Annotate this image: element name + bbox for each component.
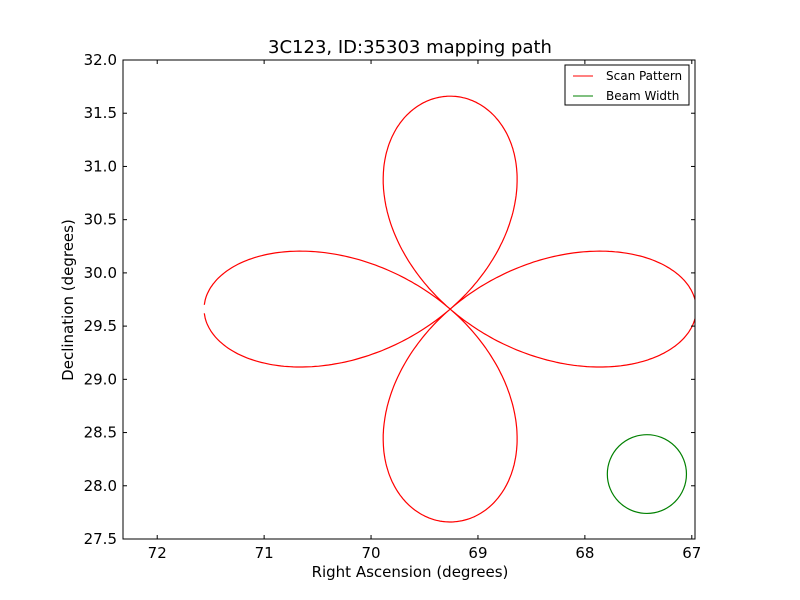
legend-box (564, 64, 690, 106)
x-tick-label: 68 (575, 544, 594, 562)
y-tick-label: 29.5 (84, 317, 117, 335)
y-tick-label: 28.0 (84, 477, 117, 495)
y-tick-label: 29.0 (84, 370, 117, 388)
y-axis-label: Declination (degrees) (59, 219, 77, 381)
x-tick-label: 71 (255, 544, 274, 562)
y-tick-label: 32.0 (84, 51, 117, 69)
legend: Scan Pattern Beam Width (564, 64, 690, 106)
x-tick-label: 67 (682, 544, 701, 562)
x-tick-label: 72 (148, 544, 167, 562)
beam-width-circle (606, 434, 688, 515)
x-axis-label: Right Ascension (degrees) (312, 563, 509, 581)
y-tick-label: 28.5 (84, 424, 117, 442)
y-tick-label: 30.5 (84, 211, 117, 229)
plot-frame (122, 59, 696, 540)
y-tick-label: 31.5 (84, 104, 117, 122)
y-tick-label: 27.5 (84, 530, 117, 548)
y-tick-label: 30.0 (84, 264, 117, 282)
y-tick-label: 31.0 (84, 157, 117, 175)
x-tick-label: 70 (361, 544, 380, 562)
chart-title: 3C123, ID:35303 mapping path (268, 37, 552, 58)
legend-label-scan: Scan Pattern (606, 69, 682, 83)
scan-pattern-line (203, 95, 695, 523)
x-tick-label: 69 (468, 544, 487, 562)
legend-label-beam: Beam Width (606, 89, 679, 103)
